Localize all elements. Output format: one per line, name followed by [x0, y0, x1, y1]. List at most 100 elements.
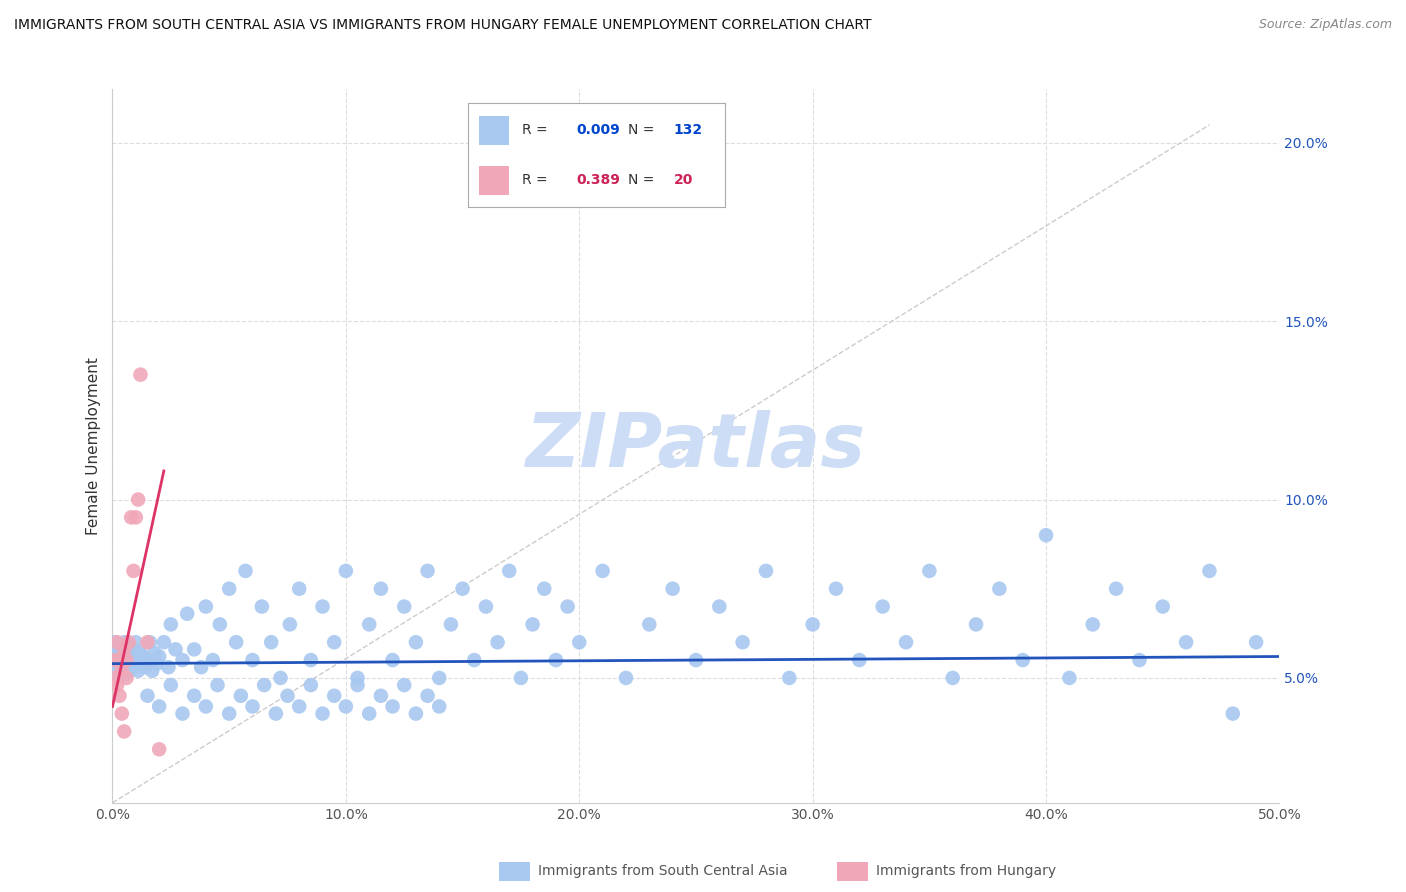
Point: [323, 689, 346, 703]
Point: [1081, 617, 1104, 632]
Point: [778, 671, 800, 685]
Point: [544, 653, 567, 667]
Point: [253, 678, 276, 692]
Point: [104, 671, 127, 685]
Point: [118, 635, 141, 649]
Point: [568, 635, 591, 649]
Point: [108, 653, 131, 667]
Point: [278, 617, 301, 632]
Point: [125, 653, 148, 667]
Point: [825, 582, 848, 596]
Point: [136, 653, 159, 667]
Point: [1175, 635, 1198, 649]
Point: [661, 582, 683, 596]
Point: [346, 678, 368, 692]
Point: [146, 657, 169, 671]
Point: [118, 664, 141, 678]
Point: [370, 689, 392, 703]
Point: [229, 689, 252, 703]
Point: [463, 653, 485, 667]
Point: [1198, 564, 1220, 578]
Point: [129, 646, 152, 660]
Text: Immigrants from South Central Asia: Immigrants from South Central Asia: [538, 864, 789, 879]
Point: [111, 660, 134, 674]
Point: [190, 660, 212, 674]
Point: [172, 653, 194, 667]
Point: [148, 699, 170, 714]
Point: [122, 642, 145, 657]
Point: [533, 582, 555, 596]
Text: Immigrants from Hungary: Immigrants from Hungary: [876, 864, 1056, 879]
Point: [1128, 653, 1150, 667]
Point: [105, 646, 128, 660]
Point: [416, 689, 439, 703]
Point: [136, 689, 159, 703]
Point: [120, 646, 142, 660]
Point: [115, 653, 138, 667]
Point: [276, 689, 298, 703]
Point: [127, 492, 149, 507]
Point: [965, 617, 987, 632]
Point: [1105, 582, 1128, 596]
Point: [125, 635, 148, 649]
Point: [208, 617, 231, 632]
Point: [225, 635, 247, 649]
Point: [801, 617, 824, 632]
Point: [592, 564, 614, 578]
Point: [475, 599, 498, 614]
Y-axis label: Female Unemployment: Female Unemployment: [86, 357, 101, 535]
Point: [405, 706, 427, 721]
Point: [242, 699, 264, 714]
Point: [264, 706, 287, 721]
Point: [111, 706, 134, 721]
Point: [498, 564, 520, 578]
Point: [136, 635, 159, 649]
Point: [125, 510, 148, 524]
Point: [111, 664, 134, 678]
Point: [207, 678, 229, 692]
Point: [427, 699, 450, 714]
Point: [172, 706, 194, 721]
Point: [108, 649, 131, 664]
Point: [139, 635, 162, 649]
Point: [129, 657, 152, 671]
Point: [141, 664, 163, 678]
Point: [183, 642, 205, 657]
Point: [250, 599, 273, 614]
Point: [381, 699, 404, 714]
Point: [731, 635, 754, 649]
Point: [311, 706, 333, 721]
Point: [299, 678, 322, 692]
Point: [509, 671, 531, 685]
Point: [685, 653, 707, 667]
Point: [335, 699, 357, 714]
Point: [112, 667, 135, 681]
Point: [112, 724, 135, 739]
Point: [381, 653, 404, 667]
Point: [111, 639, 134, 653]
Point: [1222, 706, 1244, 721]
Point: [127, 664, 149, 678]
Point: [104, 635, 127, 649]
Point: [132, 649, 155, 664]
Text: IMMIGRANTS FROM SOUTH CENTRAL ASIA VS IMMIGRANTS FROM HUNGARY FEMALE UNEMPLOYMEN: IMMIGRANTS FROM SOUTH CENTRAL ASIA VS IM…: [14, 18, 872, 32]
Point: [427, 671, 450, 685]
Point: [122, 564, 145, 578]
Point: [299, 653, 322, 667]
Point: [416, 564, 439, 578]
Point: [160, 678, 183, 692]
Point: [112, 635, 135, 649]
Point: [755, 564, 778, 578]
Point: [176, 607, 198, 621]
Point: [105, 642, 128, 657]
Point: [335, 564, 357, 578]
Point: [160, 617, 183, 632]
Point: [194, 599, 217, 614]
Point: [260, 635, 283, 649]
Point: [148, 742, 170, 756]
Text: ZIPatlas: ZIPatlas: [526, 409, 866, 483]
Text: Source: ZipAtlas.com: Source: ZipAtlas.com: [1258, 18, 1392, 31]
Point: [153, 635, 176, 649]
Point: [105, 635, 128, 649]
Point: [1035, 528, 1057, 542]
